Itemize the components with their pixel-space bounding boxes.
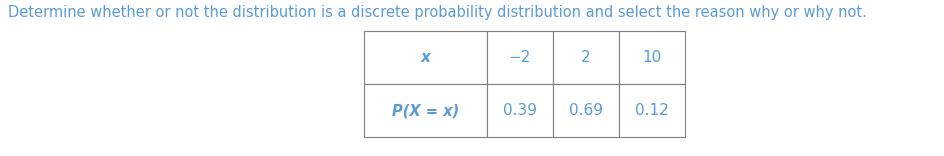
Bar xyxy=(552,31,618,84)
Text: 0.69: 0.69 xyxy=(568,103,602,118)
Bar xyxy=(486,84,552,137)
Text: P(X = x): P(X = x) xyxy=(391,103,459,118)
Bar xyxy=(486,31,552,84)
Bar xyxy=(552,84,618,137)
Text: 0.39: 0.39 xyxy=(502,103,536,118)
Text: Determine whether or not the distribution is a discrete probability distribution: Determine whether or not the distributio… xyxy=(8,5,866,20)
Bar xyxy=(618,31,684,84)
Text: x: x xyxy=(420,50,430,65)
Text: −2: −2 xyxy=(508,50,531,65)
Text: 0.12: 0.12 xyxy=(634,103,668,118)
Bar xyxy=(363,84,486,137)
Bar xyxy=(363,31,486,84)
Text: 2: 2 xyxy=(581,50,590,65)
Bar xyxy=(618,84,684,137)
Text: 10: 10 xyxy=(642,50,661,65)
